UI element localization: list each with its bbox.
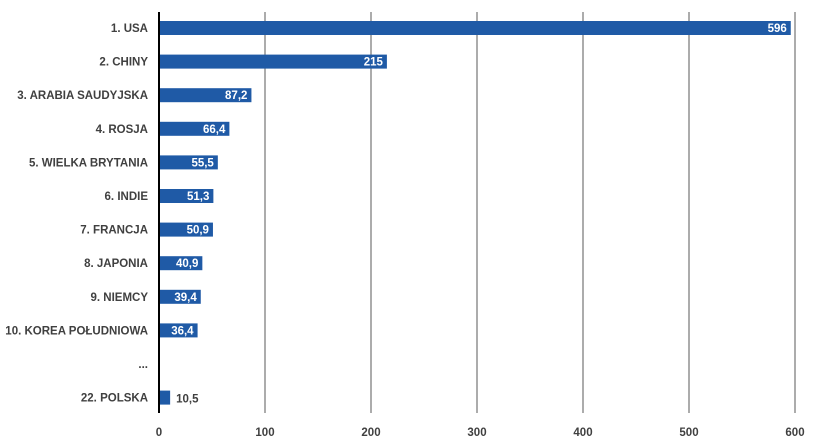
- x-tick-label: 400: [573, 427, 592, 439]
- value-labels: 596 215 87,2 66,4 55,5 51,3 50,9 40,9 39,4 36,4 10…: [171, 23, 787, 406]
- x-tick-label: 100: [255, 427, 274, 439]
- category-label: 10. KOREA POŁUDNIOWA: [5, 325, 148, 337]
- bar: [159, 323, 198, 338]
- bar: [159, 121, 230, 136]
- data-label: 215: [364, 57, 384, 69]
- bar: [159, 289, 201, 304]
- category-labels: 1. USA 2. CHINY 3. ARABIA SAUDYJSKA 4. ROSJ…: [5, 23, 148, 405]
- data-label: 55,5: [191, 157, 214, 169]
- x-tick-label: 500: [679, 427, 698, 439]
- data-label: 596: [768, 23, 787, 35]
- bar: [159, 390, 171, 405]
- x-axis-tick-labels: 0 100 200 300 400 500 600: [156, 427, 805, 439]
- data-label: 51,3: [187, 191, 209, 203]
- x-tick-label: 0: [156, 427, 162, 439]
- category-label: 8. JAPONIA: [84, 258, 148, 270]
- x-tick-label: 300: [467, 427, 486, 439]
- category-label: 1. USA: [111, 23, 148, 35]
- category-label: ...: [138, 359, 148, 371]
- x-tick-label: 600: [785, 427, 804, 439]
- data-label: 50,9: [187, 225, 209, 237]
- category-label: 6. INDIE: [105, 191, 149, 203]
- bar: [159, 21, 791, 35]
- x-tick-label: 200: [361, 427, 380, 439]
- data-label: 40,9: [176, 258, 198, 270]
- bars: [159, 21, 791, 405]
- bar: [159, 54, 387, 69]
- data-label: 66,4: [203, 124, 226, 136]
- category-label: 22. POLSKA: [81, 393, 148, 405]
- bar: [159, 222, 213, 237]
- gridlines: [264, 12, 796, 413]
- data-label: 10,5: [176, 394, 199, 406]
- category-label: 4. ROSJA: [96, 124, 148, 136]
- category-label: 9. NIEMCY: [90, 292, 148, 304]
- data-label: 39,4: [174, 292, 197, 304]
- category-label: 5. WIELKA BRYTANIA: [29, 157, 148, 169]
- data-label: 36,4: [171, 325, 194, 337]
- data-label: 87,2: [225, 90, 247, 102]
- category-label: 2. CHINY: [99, 57, 148, 69]
- category-label: 3. ARABIA SAUDYJSKA: [17, 90, 148, 102]
- bar: [159, 155, 218, 170]
- bar: [159, 256, 203, 271]
- category-label: 7. FRANCJA: [80, 225, 148, 237]
- bar: [159, 88, 252, 103]
- bar: [159, 189, 214, 203]
